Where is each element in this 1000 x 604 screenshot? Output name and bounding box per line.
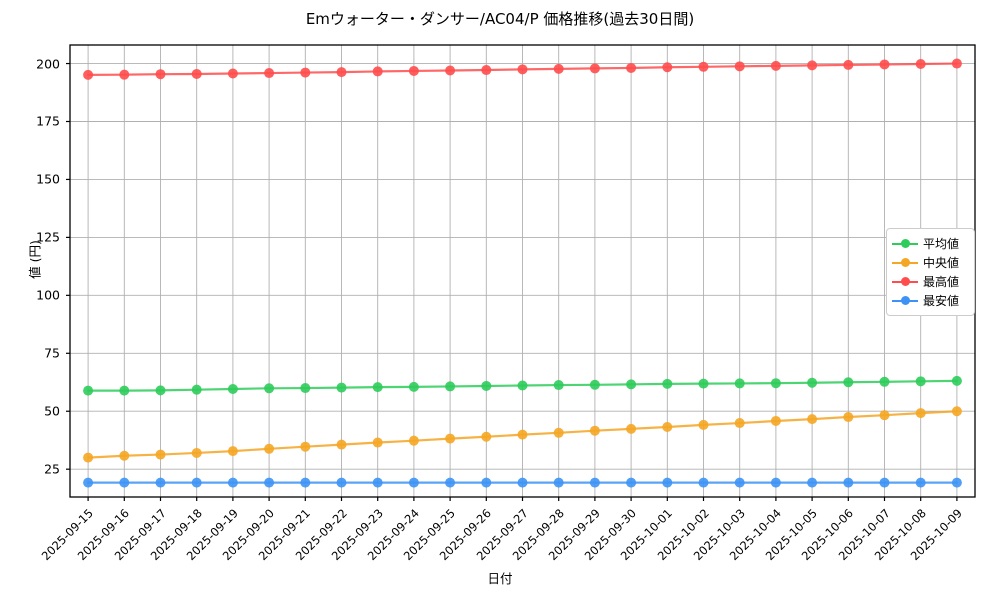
y-tick-label: 75 [44,345,60,361]
legend-label-median: 中央値 [923,255,960,270]
y-axis-ticks: 25 50 75 100 125 150 175 200 [12,0,60,600]
y-tick-label: 125 [36,229,60,245]
series-中央値 [83,406,962,463]
x-axis-label: 日付 [487,571,513,586]
legend-marker-median [892,257,918,267]
y-tick-label: 175 [36,113,60,129]
y-tick-label: 50 [44,403,60,419]
chart-title: Emウォーター・ダンサー/AC04/P 価格推移(過去30日間) [305,10,695,28]
legend-marker-mean [892,238,918,248]
y-tick-label: 100 [36,287,60,303]
y-tick-label: 200 [36,56,60,72]
series-最安値 [83,477,962,488]
legend-item-median[interactable]: 中央値 [892,253,968,272]
legend-item-mean[interactable]: 平均値 [892,234,968,253]
series-最高値 [83,58,962,80]
legend-marker-min [892,295,918,305]
legend-item-max[interactable]: 最高値 [892,272,968,291]
y-tick-label: 25 [44,461,60,477]
y-tick-label: 150 [36,171,60,187]
series-平均値 [83,375,962,396]
legend-label-max: 最高値 [923,274,960,289]
legend-item-min[interactable]: 最安値 [892,291,968,310]
legend-label-min: 最安値 [923,293,960,308]
chart-legend: 平均値 中央値 最高値 最安値 [886,228,975,316]
legend-marker-max [892,276,918,286]
legend-label-mean: 平均値 [923,236,960,251]
